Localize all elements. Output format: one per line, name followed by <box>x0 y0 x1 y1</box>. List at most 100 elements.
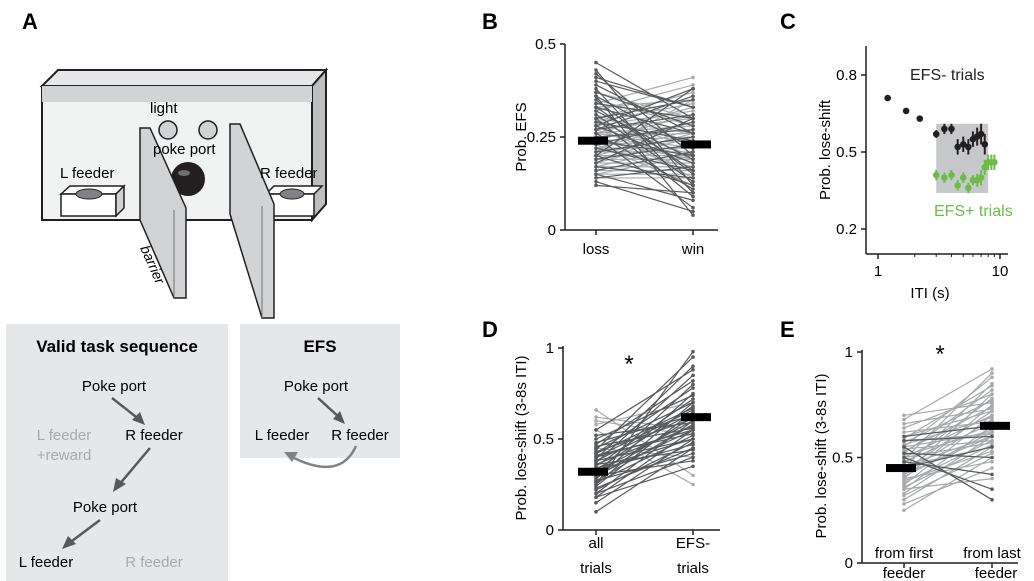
chart-b-point <box>691 172 695 176</box>
chart-b-pair-line-dark <box>595 117 694 197</box>
chart-c-point <box>981 164 989 171</box>
chart-d-xtick-2b: trials <box>677 560 709 577</box>
chart-b-point <box>594 60 598 65</box>
chart-d-pair-line-dark <box>595 432 694 456</box>
chart-e-point <box>902 459 906 464</box>
chart-b-point <box>691 131 695 136</box>
chart-b-means <box>578 136 711 149</box>
chart-e-pair-line-light <box>903 402 993 416</box>
chart-b-point <box>691 83 695 87</box>
chart-b-mean-bar <box>681 140 711 149</box>
chart-b-pair-line-dark <box>595 102 694 119</box>
chart-b-point <box>594 176 598 180</box>
chart-d-point <box>691 382 695 387</box>
chart-b-mean-bar <box>578 136 608 145</box>
chart-e-point <box>990 383 994 388</box>
box-top <box>39 69 329 87</box>
panel-letter-e: E <box>780 317 795 342</box>
chart-e-yticks: 00.51 <box>832 344 862 572</box>
chart-d-point <box>594 491 598 496</box>
chart-c-yticks: 0.2 0.5 0.8 <box>836 67 866 238</box>
chart-d-point <box>691 442 695 447</box>
chart-d-point <box>691 373 695 378</box>
chart-d-point <box>691 386 695 390</box>
efs-r-feeder: R feeder <box>331 427 389 444</box>
chart-c-point <box>965 143 972 151</box>
chart-b-pair-line-dark <box>595 84 694 134</box>
chart-d-lines <box>594 349 695 514</box>
chart-d-point <box>691 482 695 487</box>
efs-arrow-1 <box>317 397 341 419</box>
chart-e-point <box>902 445 906 449</box>
panel-letter-c: C <box>780 9 796 34</box>
efs-box: EFS Poke port L feeder R feeder <box>240 324 400 469</box>
chart-c-legend-efs-minus: EFS- trials <box>910 67 985 84</box>
chart-d-point <box>691 437 695 441</box>
chart-e-point <box>990 472 994 477</box>
chart-e-point <box>990 371 994 375</box>
chart-b-point <box>691 191 695 195</box>
chart-d-point <box>691 448 695 452</box>
chart-b-xticks: loss win <box>583 230 704 258</box>
chart-e-pair-line-light <box>903 410 993 437</box>
chart-b-pair-line-dark <box>595 136 694 209</box>
chart-d-point <box>691 459 695 463</box>
chart-b-xtick-label: loss <box>583 241 610 258</box>
chart-d-pair-line-dark <box>595 351 694 485</box>
chart-d: 00.51 all trials EFS- trials * Prob. los… <box>513 340 720 577</box>
chart-e-xtick-2a: from last <box>963 545 1021 562</box>
chart-d-point <box>691 393 695 398</box>
chart-b-point <box>691 105 695 110</box>
chart-e-pair-line-light <box>903 435 993 494</box>
chart-c-point <box>941 125 948 133</box>
chart-b-point <box>691 86 695 91</box>
chart-b-point <box>594 131 598 136</box>
chart-b-point <box>594 164 598 169</box>
chart-b-point <box>691 94 695 98</box>
seq-l-feeder-2: L feeder <box>19 554 74 571</box>
chart-e-point <box>990 466 994 470</box>
chart-c-point <box>954 143 961 151</box>
chart-b-lines <box>594 60 695 217</box>
chart-d-point <box>691 473 695 478</box>
chart-d-pair-line-dark <box>595 402 694 449</box>
box-front-shade <box>42 86 312 102</box>
chart-d-pair-line-dark <box>595 460 694 476</box>
chart-b-ytick-label: 0.5 <box>535 36 556 53</box>
chart-c-point <box>916 115 924 122</box>
chart-b-point <box>691 135 695 139</box>
chart-e-pair-line-light <box>903 393 993 429</box>
chart-e-point <box>902 417 906 422</box>
seq-poke-port-1: Poke port <box>82 378 147 395</box>
chart-b-pair-line-dark <box>595 73 694 157</box>
arrow-1 <box>111 397 141 421</box>
chart-b-point <box>594 109 598 113</box>
chart-e-means <box>886 421 1010 473</box>
chart-d-pair-line-dark <box>595 429 694 498</box>
chart-e-point <box>990 407 994 411</box>
arrow-2 <box>117 447 151 487</box>
chart-e-point <box>990 445 994 449</box>
chart-d-point <box>594 451 598 456</box>
chart-b-point <box>594 75 598 80</box>
chart-e-point <box>902 455 906 460</box>
chart-c-legend-efs-plus: EFS+ trials <box>934 203 1013 220</box>
chart-c-point <box>948 171 955 179</box>
chart-e-pair-line-light <box>903 478 993 490</box>
chart-b-point <box>594 183 598 188</box>
chart-e-point <box>990 497 994 502</box>
chart-d-point <box>691 355 695 359</box>
chart-d-yticks: 00.51 <box>533 340 563 539</box>
chart-b-ylabel: Prob. EFS <box>513 102 530 171</box>
chart-b-pair-line-dark <box>595 143 694 160</box>
chart-b-pair-line-dark <box>595 95 694 131</box>
chart-b-point <box>594 101 598 106</box>
seq-l-feeder-1: L feeder <box>37 427 92 444</box>
chart-d-pair-line-dark <box>595 425 694 466</box>
label-poke-port: poke port <box>153 141 216 158</box>
label-r-feeder: R feeder <box>260 165 318 182</box>
chart-c-ytick-label: 0.2 <box>836 221 857 238</box>
chart-e-point <box>902 493 906 498</box>
chart-e-pair-line-light <box>903 385 993 440</box>
chart-e-point <box>902 451 906 456</box>
